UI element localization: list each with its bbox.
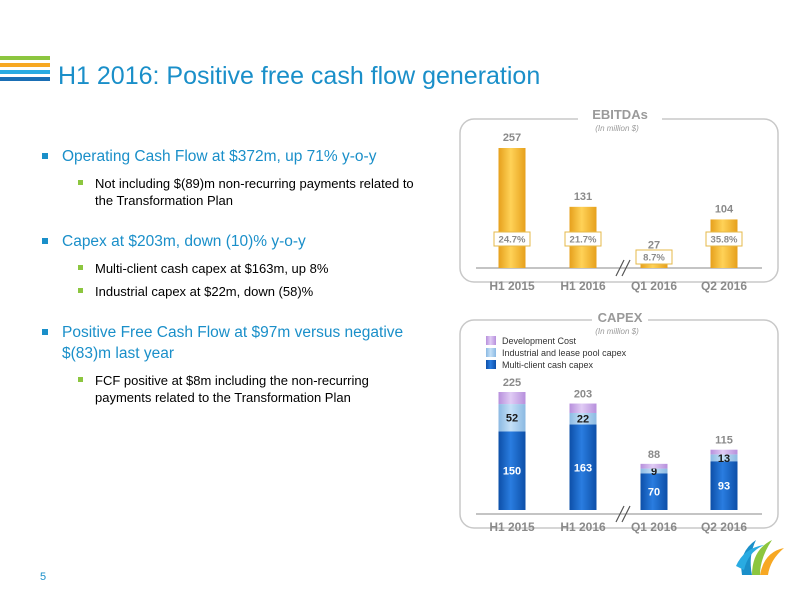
capex-bar-segment [710, 449, 738, 455]
capex-bar-segment [569, 424, 597, 510]
capex-bar-segment [498, 404, 526, 432]
legend-swatch [486, 336, 496, 345]
capex-segment-label: 52 [506, 413, 518, 425]
axis-break [615, 505, 625, 523]
bullet-item: Operating Cash Flow at $372m, up 71% y-o… [40, 146, 420, 167]
axis-break [621, 259, 631, 277]
x-tick-label: H1 2016 [560, 520, 606, 534]
legend-swatch [486, 348, 496, 357]
capex-segment-label: 163 [574, 462, 592, 474]
chart-subtitle: (In million $) [595, 327, 639, 336]
logo-stripe [0, 56, 50, 60]
bullet-item: Positive Free Cash Flow at $97m versus n… [40, 322, 420, 364]
x-tick-label: H1 2016 [560, 279, 606, 293]
capex-bar-segment [498, 431, 526, 510]
sub-bullet-item: FCF positive at $8m including the non-re… [40, 372, 420, 406]
ebitda-value-label: 104 [715, 203, 734, 215]
margin-label: 21.7% [570, 235, 597, 246]
corner-logo-icon [736, 545, 764, 570]
x-tick-label: Q1 2016 [631, 520, 677, 534]
bullet-list: Operating Cash Flow at $372m, up 71% y-o… [40, 146, 420, 412]
sub-bullet-item: Multi-client cash capex at $163m, up 8% [40, 260, 420, 277]
margin-box [493, 231, 531, 247]
page-number: 5 [40, 571, 47, 583]
axis-break [621, 505, 631, 523]
margin-label: 8.7% [643, 253, 665, 264]
capex-segment-label: 70 [648, 487, 660, 499]
ebitda-value-label: 257 [503, 132, 521, 144]
capex-total-label: 225 [503, 377, 521, 389]
sub-bullet-item: Industrial capex at $22m, down (58)% [40, 283, 420, 300]
logo-stripe [0, 70, 50, 74]
legend-label: Multi-client cash capex [502, 360, 594, 370]
x-tick-label: Q2 2016 [701, 520, 747, 534]
capex-total-label: 88 [648, 449, 660, 461]
x-tick-label: Q2 2016 [701, 279, 747, 293]
capex-total-label: 203 [574, 389, 592, 401]
capex-bar-segment [569, 403, 597, 413]
corner-logo-icon [760, 548, 784, 575]
chart-subtitle: (In million $) [595, 124, 639, 133]
capex-segment-label: 22 [577, 414, 589, 426]
legend-label: Development Cost [502, 336, 577, 346]
margin-label: 35.8% [711, 235, 738, 246]
page-title: H1 2016: Positive free cash flow generat… [58, 62, 541, 90]
x-tick-label: Q1 2016 [631, 279, 677, 293]
ebitda-value-label: 131 [574, 191, 592, 203]
logo-stripe [0, 63, 50, 67]
ebitda-value-label: 27 [648, 239, 660, 251]
chart-title: CAPEX [598, 310, 643, 325]
capex-segment-label: 13 [718, 453, 730, 465]
margin-box [705, 231, 743, 247]
logo-stripe [0, 77, 50, 81]
capex-bar-segment [640, 468, 668, 474]
x-tick-label: H1 2015 [489, 520, 535, 534]
capex-bar-segment [569, 412, 597, 425]
legend-label: Industrial and lease pool capex [502, 348, 627, 358]
sub-bullet-item: Not including $(89)m non-recurring payme… [40, 175, 420, 209]
bullet-item: Capex at $203m, down (10)% y-o-y [40, 231, 420, 252]
capex-bar-segment [710, 454, 738, 462]
margin-box [564, 231, 602, 247]
title-backdrop [592, 310, 648, 326]
capex-bar-segment [640, 473, 668, 510]
capex-bar-segment [710, 461, 738, 510]
capex-segment-label: 93 [718, 481, 730, 493]
capex-segment-label: 9 [651, 466, 657, 478]
margin-box [635, 249, 673, 265]
capex-total-label: 115 [715, 435, 733, 447]
capex-bar-segment [498, 392, 526, 405]
corner-logo-icon [752, 540, 772, 575]
logo-stripes [0, 56, 50, 84]
legend-swatch [486, 360, 496, 369]
chart-title: EBITDAs [592, 107, 648, 122]
title-backdrop [578, 108, 662, 124]
capex-segment-label: 150 [503, 466, 521, 478]
ebitda-bar [498, 148, 526, 268]
capex-bar-segment [640, 463, 668, 469]
axis-break [615, 259, 625, 277]
x-tick-label: H1 2015 [489, 279, 535, 293]
margin-label: 24.7% [499, 235, 526, 246]
